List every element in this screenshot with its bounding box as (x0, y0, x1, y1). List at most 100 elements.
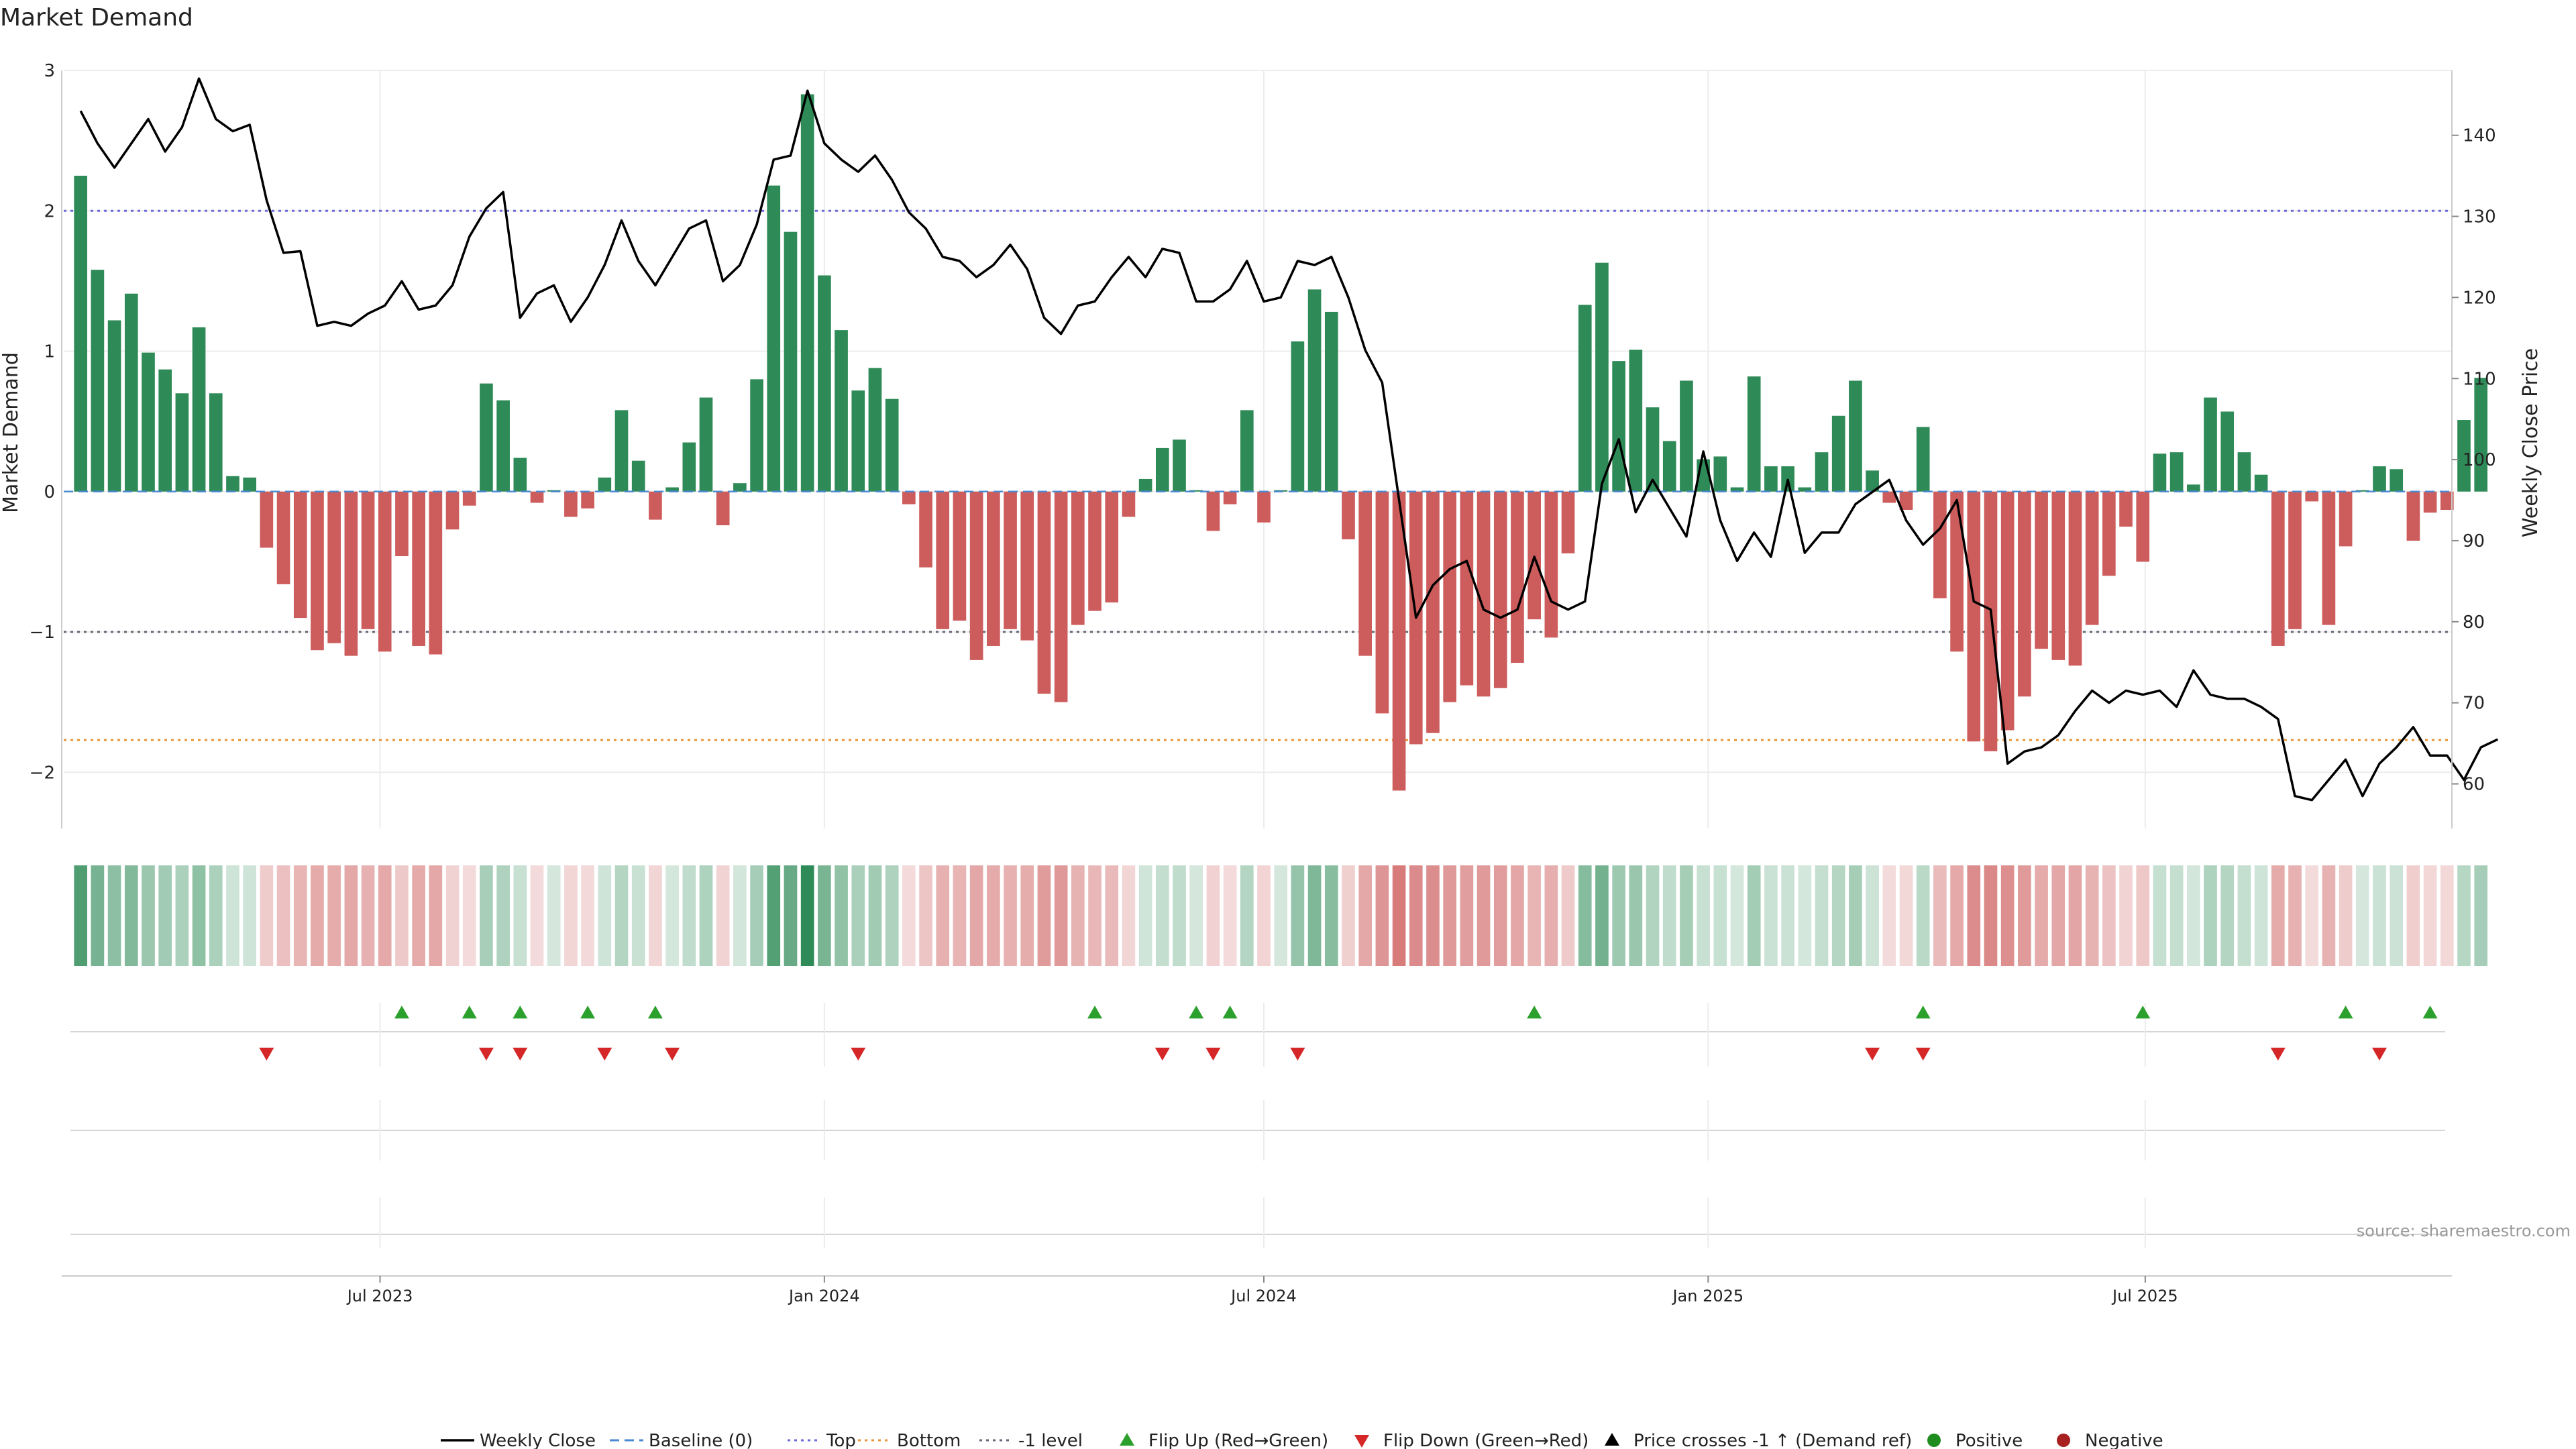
heat-cell (716, 865, 730, 966)
reference-levels (64, 209, 2452, 741)
demand-bar (649, 491, 662, 520)
heat-cell (2355, 865, 2369, 966)
flip-up-marker (1222, 1006, 1238, 1019)
heat-cell (1662, 865, 1676, 966)
demand-bar (868, 368, 882, 492)
heat-cell (1105, 865, 1119, 966)
heat-cell (1561, 865, 1575, 966)
demand-bar (1054, 491, 1068, 702)
y-tick-label: 1 (44, 342, 55, 362)
heat-cell (2204, 865, 2217, 966)
y2-tick-label: 140 (2463, 126, 2496, 146)
demand-bar (818, 275, 831, 492)
legend-label: Top (826, 1431, 856, 1449)
demand-bar (1223, 491, 1237, 504)
heat-cell (311, 865, 324, 966)
heat-cell (1781, 865, 1794, 966)
demand-bar (1561, 491, 1575, 553)
demand-bar (378, 491, 392, 652)
demand-heat-strip (74, 865, 2488, 966)
flip-down-marker (2270, 1047, 2286, 1061)
heat-cell (1138, 865, 1152, 966)
demand-bar (311, 491, 324, 651)
heat-cell (74, 865, 88, 966)
heat-cell (1764, 865, 1778, 966)
demand-bar (2406, 491, 2420, 541)
demand-bar (1595, 262, 1609, 492)
demand-bar (2322, 491, 2336, 625)
heat-cell (665, 865, 679, 966)
demand-bar (1849, 380, 1862, 492)
demand-bar (767, 185, 781, 492)
flip-up-marker (2422, 1006, 2438, 1019)
demand-bar (2237, 452, 2251, 492)
heat-cell (530, 865, 544, 966)
heat-cell (480, 865, 493, 966)
x-tick-label: Jan 2025 (1671, 1287, 1743, 1305)
demand-bar (2153, 453, 2167, 492)
flip-down-marker (665, 1047, 680, 1061)
demand-bar (462, 491, 476, 506)
heat-cell (1223, 865, 1237, 966)
x-tick-label: Jul 2025 (2111, 1287, 2178, 1305)
demand-bar (902, 491, 916, 504)
demand-bar (530, 491, 544, 503)
flip-up-marker (2338, 1006, 2353, 1019)
heat-cell (1697, 865, 1710, 966)
demand-bar (1730, 487, 1744, 492)
demand-bar (1646, 407, 1660, 492)
heat-cell (1274, 865, 1288, 966)
heat-cell (902, 865, 916, 966)
heat-cell (2390, 865, 2404, 966)
demand-bar (1967, 491, 1981, 742)
demand-bar (1460, 491, 1474, 686)
heat-cell (1307, 865, 1322, 966)
heat-cell (1815, 865, 1829, 966)
demand-bar (513, 458, 527, 492)
legend-label: Price crosses -1 ↑ (Demand ref) (1633, 1431, 1912, 1449)
flip-down-marker (1155, 1047, 1170, 1061)
flip-down-marker (259, 1047, 274, 1061)
heat-cell (124, 865, 138, 966)
legend-item-cross: Price crosses -1 ↑ (Demand ref) (1605, 1431, 1912, 1449)
demand-bar (1916, 427, 1930, 492)
heat-cell (1730, 865, 1744, 966)
heat-cell (1866, 865, 1879, 966)
heat-cell (1004, 865, 1017, 966)
demand-bar (1798, 487, 1812, 492)
heat-cell (429, 865, 443, 966)
heat-cell (2271, 865, 2285, 966)
heat-cell (2102, 865, 2116, 966)
weekly-close-line (79, 77, 2499, 802)
heat-cell (2000, 865, 2015, 966)
demand-bar (91, 270, 105, 492)
heat-cell (142, 865, 155, 966)
demand-bar (209, 393, 223, 492)
demand-bar (1933, 491, 1947, 598)
demand-bar (107, 320, 121, 492)
demand-bar (581, 491, 594, 508)
flip-up-marker (1189, 1006, 1204, 1019)
legend-swatch (1927, 1434, 1941, 1447)
demand-bar (784, 231, 798, 492)
heat-cell (767, 865, 781, 966)
legend-label: Bottom (897, 1431, 961, 1449)
demand-bar (124, 293, 138, 492)
flip-down-marker (2372, 1047, 2387, 1061)
heat-cell (1950, 865, 1964, 966)
heat-cell (1392, 865, 1406, 966)
demand-bar (750, 379, 763, 492)
demand-bar (682, 442, 696, 492)
heat-cell (243, 865, 256, 966)
demand-bar (1544, 491, 1558, 638)
legend-label: Positive (1955, 1431, 2023, 1449)
demand-bar (1240, 410, 1254, 492)
legend: Weekly Close Baseline (0) Top Bottom -1 leve… (441, 1431, 2163, 1449)
heat-cell (581, 865, 594, 966)
heat-cell (1713, 865, 1727, 966)
y-tick-label: −2 (30, 763, 55, 783)
heat-cell (936, 865, 950, 966)
demand-bar (1307, 289, 1322, 492)
heat-cell (1358, 865, 1373, 966)
heat-cell (1324, 865, 1338, 966)
